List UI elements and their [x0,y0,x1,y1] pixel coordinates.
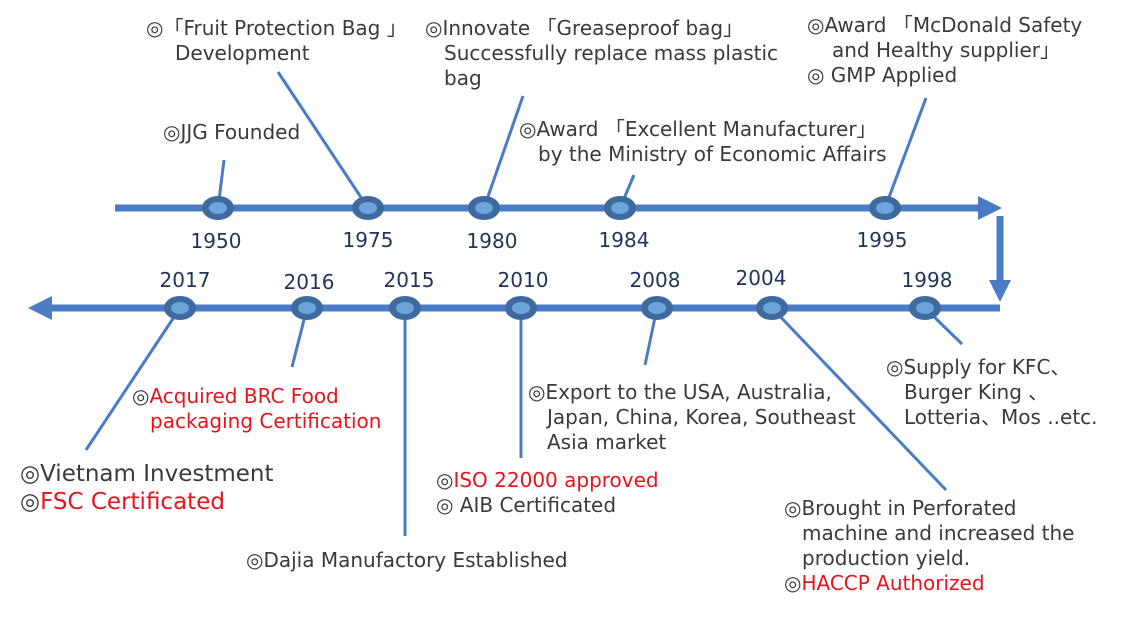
event-1995: ◎Award 「McDonald Safety and Healthy supp… [807,13,1082,88]
event-1980-line-1: ◎Innovate 「Greaseproof bag」 [425,16,744,40]
event-2004-line-3: production yield. [802,546,971,570]
node-2008 [641,296,673,320]
event-1998-line-3: Lotteria、Mos ..etc. [904,405,1098,429]
event-1980-line-3: bag [444,66,482,90]
node-2015 [389,296,421,320]
node-1998 [909,296,941,320]
event-2010-iso: ISO 22000 approved [453,468,659,492]
event-2017-fsc: FSC Certificated [40,489,225,515]
event-2004-line-2: machine and increased the [802,521,1075,545]
year-2010: 2010 [497,268,549,292]
event-2017-line-2: ◎FSC Certificated [20,488,274,516]
event-2010: ◎ISO 22000 approved ◎ AIB Certificated [436,468,659,518]
event-2016: ◎Acquired BRC Food packaging Certificati… [132,384,381,434]
event-1984: ◎Award 「Excellent Manufacturer」 by the M… [519,117,887,167]
year-1975: 1975 [342,228,394,252]
node-2004 [756,296,788,320]
leader-1975 [276,71,370,209]
bullet-mark: ◎ [436,468,454,492]
year-1984: 1984 [598,228,650,252]
leader-2017 [84,307,182,451]
event-1975-line-1: ◎「Fruit Protection Bag 」 [146,16,407,40]
year-1980: 1980 [466,229,518,253]
node-1975 [352,196,384,220]
top-arrow-head [978,196,1002,220]
event-2017: ◎Vietnam Investment ◎FSC Certificated [20,460,274,516]
year-2004: 2004 [735,266,787,290]
event-2016-brc-1: Acquired BRC Food [149,384,339,408]
event-1995-line-1: ◎Award 「McDonald Safety [807,13,1083,37]
event-1950: ◎JJG Founded [163,120,300,145]
event-2004: ◎Brought in Perforated machine and incre… [784,496,1074,596]
node-1995 [869,196,901,220]
leader-2004 [770,306,948,492]
year-1950: 1950 [190,229,242,253]
event-1998: ◎Supply for KFC、 Burger King 、 Lotteria、… [886,355,1098,430]
bullet-mark: ◎ [132,384,150,408]
event-1984-line-2: by the Ministry of Economic Affairs [538,142,887,166]
year-1998: 1998 [901,268,953,292]
year-1995: 1995 [856,228,908,252]
event-1980: ◎Innovate 「Greaseproof bag」 Successfully… [425,16,778,91]
leader-1995 [883,97,928,209]
leader-1980 [482,95,525,209]
event-2016-line-1: ◎Acquired BRC Food [132,384,381,409]
event-1998-line-1: ◎Supply for KFC、 [886,355,1071,379]
node-2016 [291,296,323,320]
bullet-mark: ◎ [784,571,802,595]
event-2015: ◎Dajia Manufactory Established [246,548,568,573]
year-2017: 2017 [159,268,211,292]
event-2004-haccp: HACCP Authorized [801,571,985,595]
node-1980 [468,196,500,220]
event-2008-line-1: ◎Export to the USA, Australia, [528,380,832,404]
event-2010-line-2: ◎ AIB Certificated [436,493,617,517]
event-2008: ◎Export to the USA, Australia, Japan, Ch… [528,380,856,455]
event-1980-line-2: Successfully replace mass plastic [444,41,779,65]
node-1984 [604,196,636,220]
event-2008-line-2: Japan, China, Korea, Southeast [547,405,856,429]
year-2015: 2015 [383,268,435,292]
bottom-arrow-head [28,296,52,320]
event-2015-line: ◎Dajia Manufactory Established [246,548,568,572]
down-arrow-head [989,280,1011,302]
year-2016: 2016 [283,270,335,294]
event-1975-line-2: Development [175,41,310,65]
node-1950 [202,196,234,220]
bullet-mark: ◎ [20,489,41,515]
event-2004-line-4: ◎HACCP Authorized [784,571,1074,596]
event-1995-line-2: and Healthy supplier」 [832,38,1060,62]
event-1998-line-2: Burger King 、 [904,380,1049,404]
event-2017-line-1: ◎Vietnam Investment [20,461,274,487]
event-1995-line-3: ◎ GMP Applied [807,63,958,87]
event-1984-line-1: ◎Award 「Excellent Manufacturer」 [519,117,877,141]
event-2004-line-1: ◎Brought in Perforated [784,496,1017,520]
event-2016-line-2: packaging Certification [150,409,382,433]
event-1950-line: ◎JJG Founded [163,120,301,144]
event-2008-line-3: Asia market [547,430,667,454]
node-2017 [164,296,196,320]
event-1975: ◎「Fruit Protection Bag 」 Development [146,16,407,66]
event-2010-line-1: ◎ISO 22000 approved [436,468,659,493]
year-2008: 2008 [629,268,681,292]
node-2010 [505,296,537,320]
